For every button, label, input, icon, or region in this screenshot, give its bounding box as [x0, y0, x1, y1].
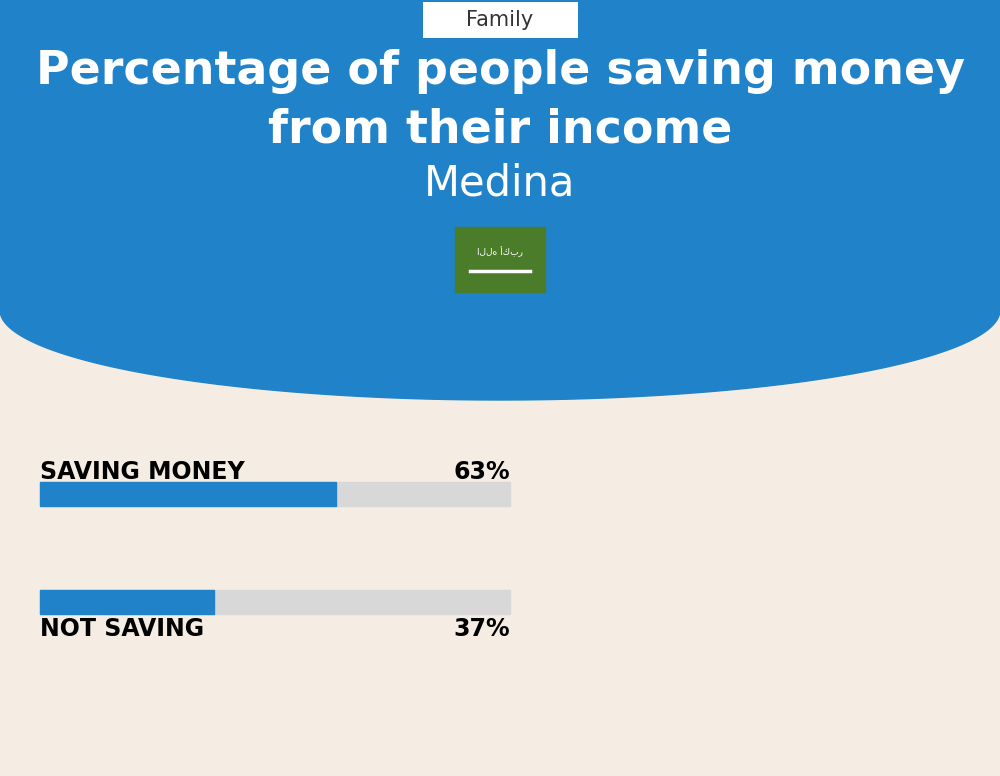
- FancyBboxPatch shape: [455, 227, 545, 292]
- Text: Percentage of people saving money: Percentage of people saving money: [36, 50, 964, 95]
- Text: Family: Family: [466, 10, 534, 30]
- Bar: [40, 590, 214, 614]
- Bar: [40, 482, 336, 506]
- Text: الله أكبر: الله أكبر: [477, 246, 523, 257]
- Text: 63%: 63%: [453, 460, 510, 484]
- Text: 37%: 37%: [453, 617, 510, 641]
- Bar: [0, 0, 1000, 310]
- Text: Medina: Medina: [424, 162, 576, 204]
- Bar: [40, 482, 510, 506]
- Polygon shape: [0, 310, 1000, 400]
- Text: SAVING MONEY: SAVING MONEY: [40, 460, 245, 484]
- Text: NOT SAVING: NOT SAVING: [40, 617, 204, 641]
- Text: from their income: from their income: [268, 108, 732, 153]
- Bar: [40, 590, 510, 614]
- FancyBboxPatch shape: [422, 2, 578, 38]
